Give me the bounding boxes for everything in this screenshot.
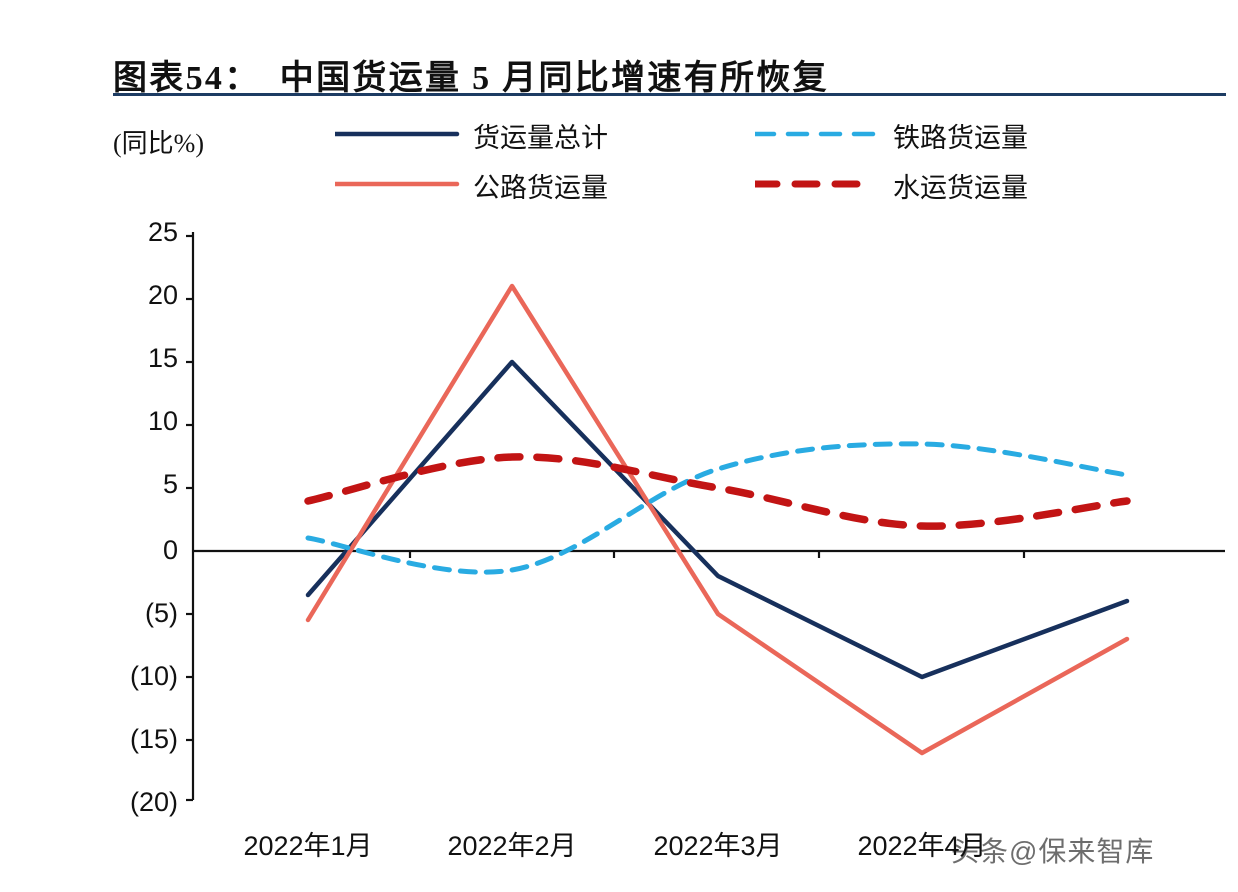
svg-text:25: 25 [148, 217, 178, 247]
svg-text:0: 0 [163, 535, 178, 565]
svg-text:5: 5 [163, 469, 178, 499]
svg-text:(15): (15) [130, 724, 178, 754]
svg-text:2022年2月: 2022年2月 [447, 831, 576, 861]
svg-text:20: 20 [148, 280, 178, 310]
svg-text:2022年3月: 2022年3月 [653, 831, 782, 861]
svg-text:10: 10 [148, 406, 178, 436]
svg-text:2022年1月: 2022年1月 [243, 831, 372, 861]
svg-text:(20): (20) [130, 787, 178, 817]
svg-text:(5): (5) [145, 598, 178, 628]
svg-text:(10): (10) [130, 661, 178, 691]
svg-text:15: 15 [148, 343, 178, 373]
